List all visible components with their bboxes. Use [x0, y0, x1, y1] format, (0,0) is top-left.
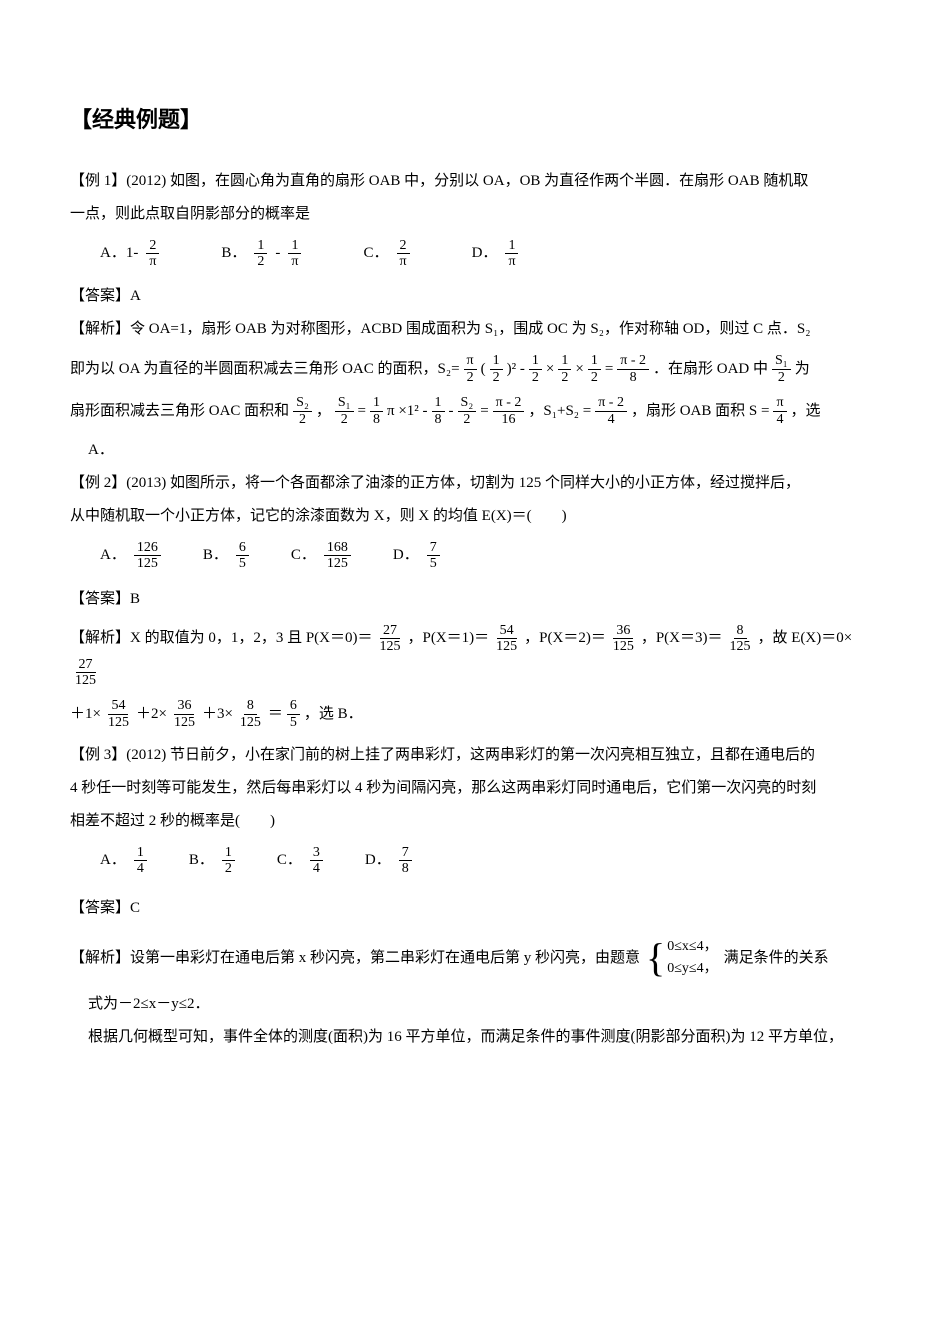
q3-solution-line2: 式为－2≤x－y≤2． — [88, 991, 875, 1018]
q1-solution-line2: 即为以 OA 为直径的半圆面积减去三角形 OAC 的面积，S₂= π2 ( 12… — [70, 353, 875, 385]
q1-solution-line1: 【解析】令 OA=1，扇形 OAB 为对称图形，ACBD 围成面积为 S₁，围成… — [70, 316, 875, 343]
q1-options: A．1- 2π B． 12 - 1π C． 2π D． 1π — [100, 238, 875, 270]
q1-answer: 【答案】A — [70, 283, 875, 310]
q2-stem-line1: 【例 2】(2013) 如图所示，将一个各面都涂了油漆的正方体，切割为 125 … — [70, 470, 875, 497]
q3-stem-line1: 【例 3】(2012) 节日前夕，小在家门前的树上挂了两串彩灯，这两串彩灯的第一… — [70, 742, 875, 769]
q3-solution-line1: 【解析】设第一串彩灯在通电后第 x 秒闪亮，第二串彩灯在通电后第 y 秒闪亮，由… — [70, 936, 875, 981]
section-heading: 【经典例题】 — [70, 100, 875, 140]
q2-option-b: B． 65 — [203, 540, 251, 572]
q3-options: A． 14 B． 12 C． 34 D． 78 — [100, 845, 875, 877]
q3-option-a: A． 14 — [100, 845, 149, 877]
q3-option-c: C． 34 — [277, 845, 325, 877]
left-brace-icon: { — [646, 938, 665, 978]
q2-option-c: C． 168125 — [291, 540, 353, 572]
q3-option-d: D． 78 — [365, 845, 414, 877]
q3-stem-line2: 4 秒任一时刻等可能发生，然后每串彩灯以 4 秒为间隔闪亮，那么这两串彩灯同时通… — [70, 775, 875, 802]
q2-option-d: D． 75 — [393, 540, 442, 572]
q3-stem-line3: 相差不超过 2 秒的概率是( ) — [70, 808, 875, 835]
q1-stem-line1: 【例 1】(2012) 如图，在圆心角为直角的扇形 OAB 中，分别以 OA，O… — [70, 168, 875, 195]
q1-option-d: D． 1π — [472, 238, 521, 270]
q1-solution-line3: 扇形面积减去三角形 OAC 面积和 S₂2 ， S₁2 = 18 π ×1² -… — [70, 395, 875, 427]
q1-option-b: B． 12 - 1π — [221, 238, 303, 270]
q2-stem-line2: 从中随机取一个小正方体，记它的涂漆面数为 X，则 X 的均值 E(X)＝( ) — [70, 503, 875, 530]
q3-solution-line3: 根据几何概型可知，事件全体的测度(面积)为 16 平方单位，而满足条件的事件测度… — [88, 1024, 875, 1051]
fraction: 2π — [146, 238, 159, 270]
q1-solution-line4: A． — [88, 437, 875, 464]
q1-option-a: A．1- 2π — [100, 238, 161, 270]
q2-options: A． 126125 B． 65 C． 168125 D． 75 — [100, 540, 875, 572]
q2-solution-line1: 【解析】X 的取值为 0，1，2，3 且 P(X＝0)＝ 27125 ，P(X＝… — [70, 623, 875, 689]
q3-answer: 【答案】C — [70, 895, 875, 922]
q3-option-b: B． 12 — [189, 845, 237, 877]
q1-option-c: C． 2π — [364, 238, 412, 270]
q2-solution-line2: ＋1× 54125 ＋2× 36125 ＋3× 8125 ＝ 65 ，选 B． — [70, 698, 875, 730]
q2-answer: 【答案】B — [70, 586, 875, 613]
q1-stem-line2: 一点，则此点取自阴影部分的概率是 — [70, 201, 875, 228]
q2-option-a: A． 126125 — [100, 540, 163, 572]
brace-system: { 0≤x≤4， 0≤y≤4， — [646, 936, 718, 981]
